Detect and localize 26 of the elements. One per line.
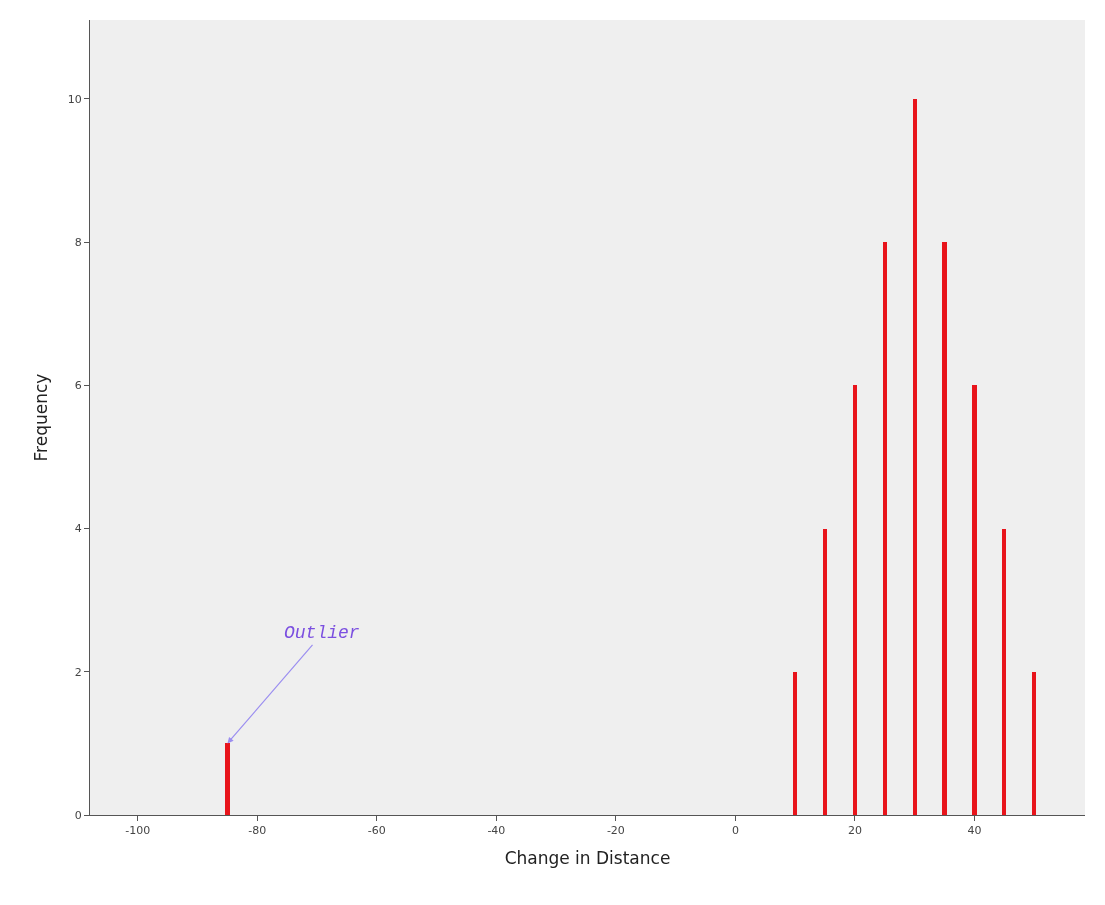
annotation: Outlier (284, 623, 360, 643)
y-tick-label: 10 (67, 92, 82, 106)
x-axis-title: Change in Distance (504, 847, 671, 868)
bar (942, 242, 947, 815)
y-axis-title: Frequency (31, 373, 52, 462)
bar (793, 672, 797, 815)
x-tick-label: -40 (487, 824, 506, 838)
y-tick-label: 2 (74, 665, 82, 679)
y-tick-label: 4 (74, 522, 82, 536)
y-tick-label: 8 (74, 235, 82, 249)
x-tick-label: -80 (248, 824, 267, 838)
bar (1002, 529, 1006, 815)
x-tick-label: 20 (847, 824, 862, 838)
bar (972, 385, 977, 815)
bar (1032, 672, 1036, 815)
x-tick-label: 40 (967, 824, 982, 838)
bar (883, 242, 887, 815)
bar (853, 385, 857, 815)
bar (913, 99, 917, 815)
y-tick-label: 6 (74, 379, 82, 393)
y-tick-label: 0 (74, 808, 82, 822)
x-tick-label: -100 (125, 824, 151, 838)
x-tick-label: -60 (367, 824, 386, 838)
x-tick-label: -20 (606, 824, 625, 838)
x-tick-label: 0 (731, 824, 739, 838)
bar (823, 529, 827, 815)
